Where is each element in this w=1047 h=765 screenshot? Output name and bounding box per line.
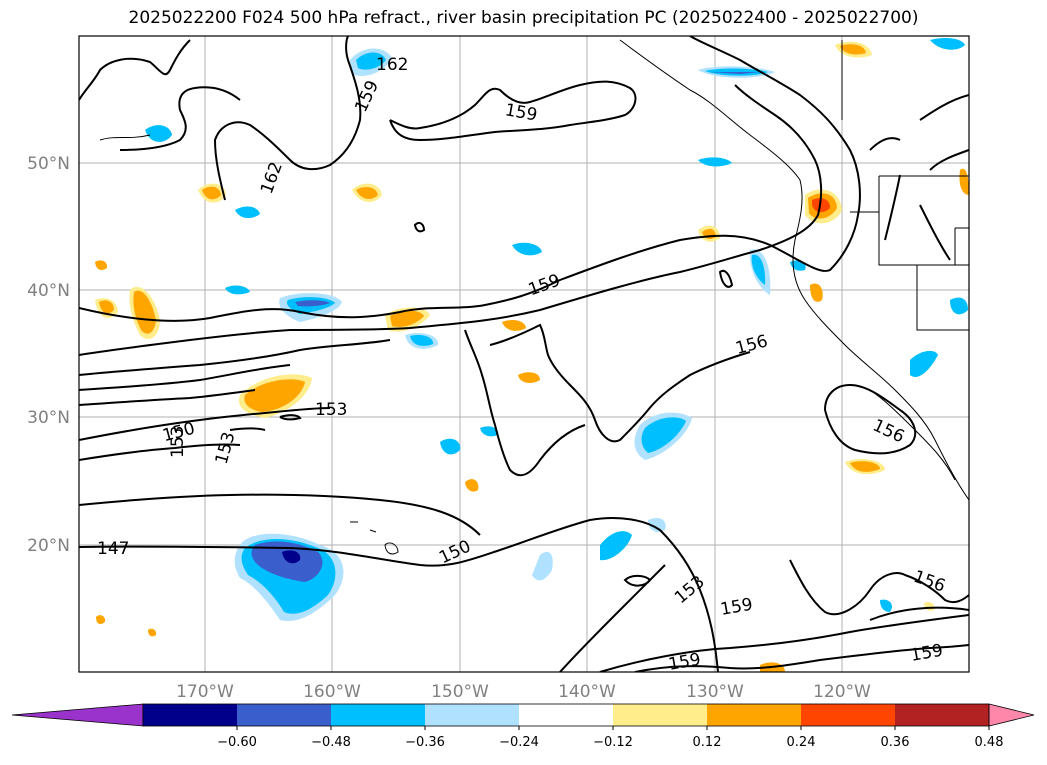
lat-label: 40°N (27, 281, 70, 301)
colorbar-ticks: −0.60 −0.48 −0.36 −0.24 −0.12 0.12 0.24 0.36 0.4… (217, 726, 1004, 750)
colorbar-segment (331, 704, 426, 726)
lat-label: 20°N (27, 536, 70, 556)
lon-labels: 170°W 160°W 150°W 140°W 130°W 120°W (176, 682, 871, 702)
colorbar-extend-min (11, 703, 144, 727)
colorbar-tick-label: 0.12 (693, 735, 722, 750)
colorbar-segment (613, 704, 708, 726)
gridlines (79, 36, 969, 672)
colorbar-segment (801, 704, 896, 726)
colorbar-tick-label: 0.36 (881, 735, 910, 750)
map-area (79, 36, 969, 672)
coastlines (99, 39, 969, 555)
contour-label: 162 (376, 55, 408, 75)
colorbar-extend-max (988, 703, 1035, 727)
contour-label: 153 (315, 400, 347, 420)
colorbar-segment (143, 704, 238, 726)
colorbar-tick-label: 0.48 (975, 735, 1004, 750)
height-contours (79, 36, 969, 672)
lon-label: 150°W (431, 682, 489, 702)
colorbar-tick-label: 0.24 (787, 735, 816, 750)
negative-anomaly-region (251, 541, 323, 582)
colorbar-segment (519, 704, 614, 726)
lon-label: 140°W (558, 682, 616, 702)
colorbar-segment (707, 704, 802, 726)
lon-label: 170°W (176, 682, 234, 702)
contour-label: 153 (168, 426, 188, 458)
lat-label: 30°N (27, 408, 70, 428)
lon-label: 120°W (813, 682, 871, 702)
negative-anomaly-region (600, 531, 632, 561)
colorbar-segment (425, 704, 520, 726)
colorbar-tick-label: −0.48 (311, 735, 351, 750)
colorbar-segment (237, 704, 332, 726)
chart-title: 2025022200 F024 500 hPa refract., river … (128, 8, 919, 28)
lat-labels: 50°N 40°N 30°N 20°N (27, 154, 70, 556)
colorbar (11, 703, 1035, 727)
map-frame (78, 35, 970, 673)
lon-label: 130°W (686, 682, 744, 702)
colorbar-outline (142, 703, 990, 727)
lat-label: 50°N (27, 154, 70, 174)
lon-label: 160°W (303, 682, 361, 702)
colorbar-segment (895, 704, 990, 726)
colorbar-tick-label: −0.36 (405, 735, 445, 750)
precip-anomaly-fills (95, 37, 969, 672)
colorbar-tick-label: −0.24 (499, 735, 539, 750)
contour-label: 159 (667, 650, 702, 675)
colorbar-tick-label: −0.12 (593, 735, 633, 750)
colorbar-tick-label: −0.60 (217, 735, 257, 750)
contour-label: 147 (97, 539, 129, 559)
